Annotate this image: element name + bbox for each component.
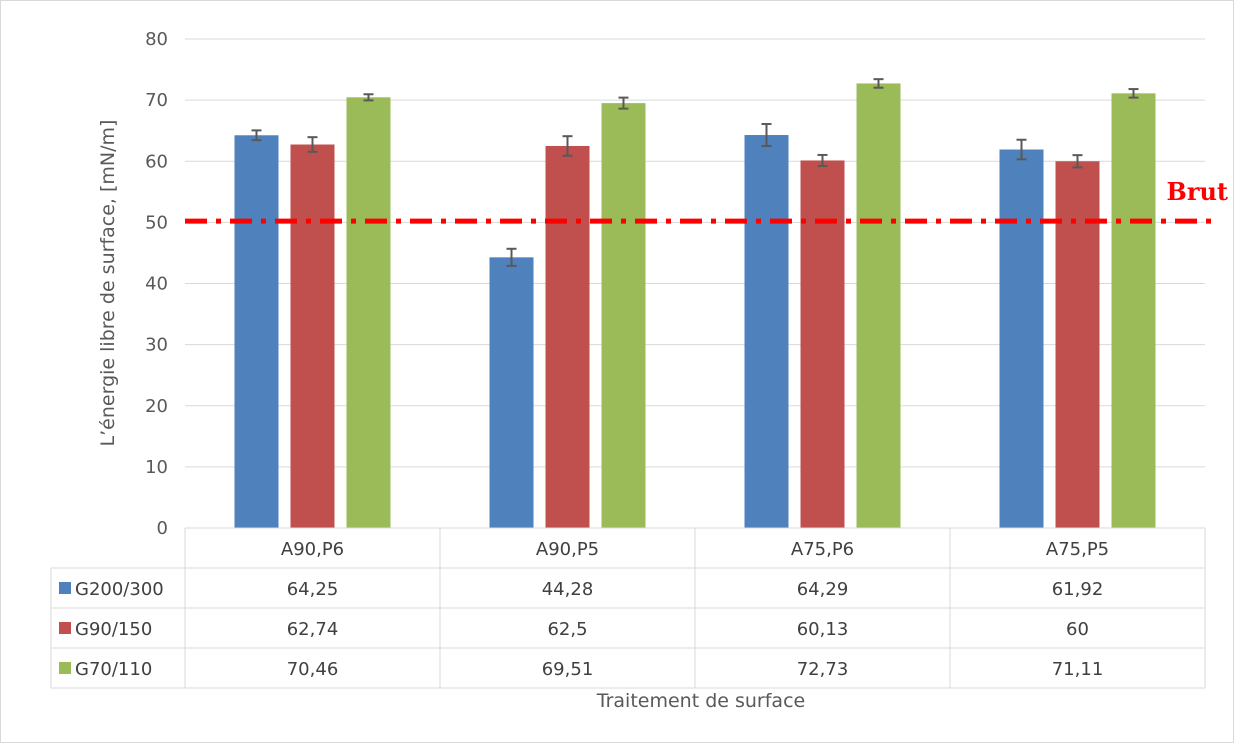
category-label: A90,P6 (281, 539, 344, 560)
reference-line-group: Brut (185, 177, 1228, 224)
data-table-value: 64,25 (287, 579, 339, 600)
bar (601, 103, 646, 529)
legend-swatch (59, 622, 71, 634)
legend-swatch (59, 662, 71, 674)
y-axis-title: L’énergie libre de surface, [mN/m] (97, 120, 119, 447)
legend-label: G90/150 (75, 619, 152, 640)
bar (290, 144, 335, 528)
data-table-value: 62,74 (287, 619, 339, 640)
gridlines (185, 38, 1205, 468)
y-tick-label: 80 (145, 29, 168, 50)
data-table-value: 61,92 (1052, 579, 1104, 600)
bar (800, 160, 845, 528)
y-tick-labels: 0 10 20 30 40 50 60 70 80 (145, 29, 168, 539)
data-table-value: 60 (1066, 619, 1089, 640)
error-bar (817, 153, 828, 167)
bar (856, 83, 901, 529)
bar (1111, 93, 1156, 529)
bar (545, 145, 590, 528)
legend-swatch (59, 582, 71, 594)
error-bar (363, 93, 374, 102)
category-label: A75,P5 (1046, 539, 1109, 560)
error-bars (251, 78, 1139, 267)
error-bar (1128, 88, 1139, 99)
data-table-value: 70,46 (287, 659, 339, 680)
category-label: A90,P5 (536, 539, 599, 560)
data-table-value: 60,13 (797, 619, 849, 640)
bar (744, 135, 789, 528)
data-table-value: 62,5 (547, 619, 587, 640)
y-tick-label: 20 (145, 396, 168, 417)
bar (1055, 161, 1100, 528)
bar (999, 149, 1044, 528)
error-bar (251, 129, 262, 142)
reference-line-label: Brut (1167, 177, 1228, 206)
data-table-value: 71,11 (1052, 659, 1104, 680)
y-tick-label: 40 (145, 274, 168, 295)
error-bar (761, 123, 772, 148)
data-table-value: 72,73 (797, 659, 849, 680)
error-bar (307, 136, 318, 153)
bars (234, 83, 1156, 529)
y-tick-label: 0 (157, 518, 168, 539)
legend-label: G200/300 (75, 579, 164, 600)
error-bar (562, 135, 573, 157)
error-bar (618, 96, 629, 110)
legend-label: G70/110 (75, 659, 152, 680)
error-bar (506, 247, 517, 267)
y-tick-label: 60 (145, 151, 168, 172)
bar (234, 135, 279, 528)
bar (489, 257, 534, 528)
data-table: A90,P6 A90,P5 A75,P6 A75,P5 G200/300 64,25 44,… (50, 527, 1206, 689)
y-tick-label: 70 (145, 90, 168, 111)
bar (346, 97, 391, 529)
y-tick-label: 50 (145, 212, 168, 233)
data-table-value: 44,28 (542, 579, 594, 600)
category-label: A75,P6 (791, 539, 854, 560)
data-table-value: 64,29 (797, 579, 849, 600)
y-tick-label: 10 (145, 457, 168, 478)
error-bar (1072, 154, 1083, 169)
data-table-value: 69,51 (542, 659, 594, 680)
error-bar (1016, 138, 1027, 161)
error-bar (873, 78, 884, 89)
y-tick-label: 30 (145, 335, 168, 356)
x-axis-title: Traitement de surface (596, 690, 805, 712)
